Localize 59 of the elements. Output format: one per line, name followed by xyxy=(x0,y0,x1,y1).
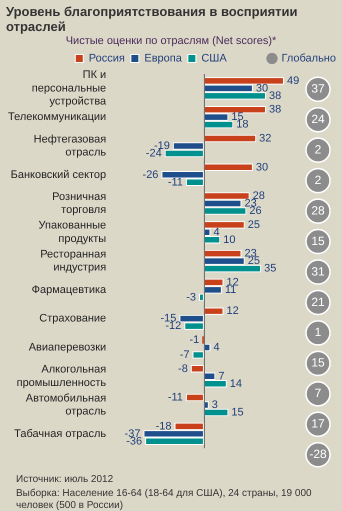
y-tick-label: Страхование xyxy=(39,312,106,325)
legend-label: США xyxy=(201,52,228,65)
y-tick-label: Упакованные продукты xyxy=(38,220,106,245)
data-label: -11 xyxy=(168,176,183,188)
y-tick-label: Банковский сектор xyxy=(10,168,106,181)
data-label: 4 xyxy=(213,226,220,238)
legend-label: Россия xyxy=(88,52,125,65)
y-tick-label: Нефтегазовая отрасль xyxy=(34,133,106,159)
data-label: -11 xyxy=(168,392,183,404)
data-label: 2 xyxy=(314,172,322,187)
data-label: 25 xyxy=(248,218,260,231)
data-label: 30 xyxy=(256,82,268,94)
data-label: 31 xyxy=(311,264,325,278)
data-label: -18 xyxy=(156,420,172,432)
data-label: 24 xyxy=(311,112,325,126)
y-tick-label: Ресторанная индустрия xyxy=(40,248,106,274)
y-tick-label: Табачная отрасль xyxy=(14,428,106,440)
data-label: -7 xyxy=(180,348,190,361)
data-label: 7 xyxy=(314,386,322,400)
y-tick-label: Фармацевтика xyxy=(32,284,108,296)
y-tick-label: Алкогольная промышленность xyxy=(16,364,106,389)
data-label: 28 xyxy=(311,203,325,218)
text: Источник: июль 2012 xyxy=(15,473,114,486)
data-label: 4 xyxy=(213,341,220,354)
y-tick-label: Авиаперевозки xyxy=(28,341,106,354)
data-label: 1 xyxy=(314,325,322,340)
data-label: 30 xyxy=(256,161,268,174)
data-label: 14 xyxy=(230,378,242,390)
data-label: 3 xyxy=(212,399,218,412)
data-label: 21 xyxy=(311,294,325,309)
data-label: -1 xyxy=(189,334,200,346)
data-label: 7 xyxy=(218,370,224,382)
data-label: 15 xyxy=(231,406,244,419)
data-label: 10 xyxy=(223,234,236,246)
data-label: 35 xyxy=(264,262,276,275)
data-label: 17 xyxy=(311,416,325,431)
data-label: 37 xyxy=(311,82,325,96)
data-label: -3 xyxy=(186,291,196,304)
data-label: -26 xyxy=(142,168,158,181)
y-tick-label: Автомобильная отрасль xyxy=(26,392,106,418)
chart-subtitle: Чистые оценки по отраслям (Net scores)* xyxy=(64,35,278,47)
data-label: 12 xyxy=(226,305,239,318)
y-tick-label: Розничная торговля xyxy=(52,190,106,216)
data-label: 38 xyxy=(268,90,282,102)
y-tick-label: ПК и персональные устройства xyxy=(32,69,108,108)
data-label: -28 xyxy=(309,447,327,462)
data-label: -8 xyxy=(178,362,188,375)
data-label: -12 xyxy=(165,320,182,332)
data-label: 2 xyxy=(314,142,322,156)
data-label: 49 xyxy=(286,74,300,87)
y-tick-label: Телекоммуникации xyxy=(8,111,106,124)
data-label: 38 xyxy=(268,104,282,116)
data-label: 15 xyxy=(311,356,325,370)
data-label: 15 xyxy=(311,234,325,248)
data-label: 32 xyxy=(259,132,272,145)
legend-label: Европа xyxy=(144,52,183,65)
text: Выборка: Население 16-64 (18-64 для США), 24 страны, 19 000 человек (500 в России) xyxy=(15,487,313,511)
legend-label: Глобально xyxy=(281,52,336,65)
chart-title: Уровень благоприятствования в восприятии отраслей xyxy=(5,3,299,34)
